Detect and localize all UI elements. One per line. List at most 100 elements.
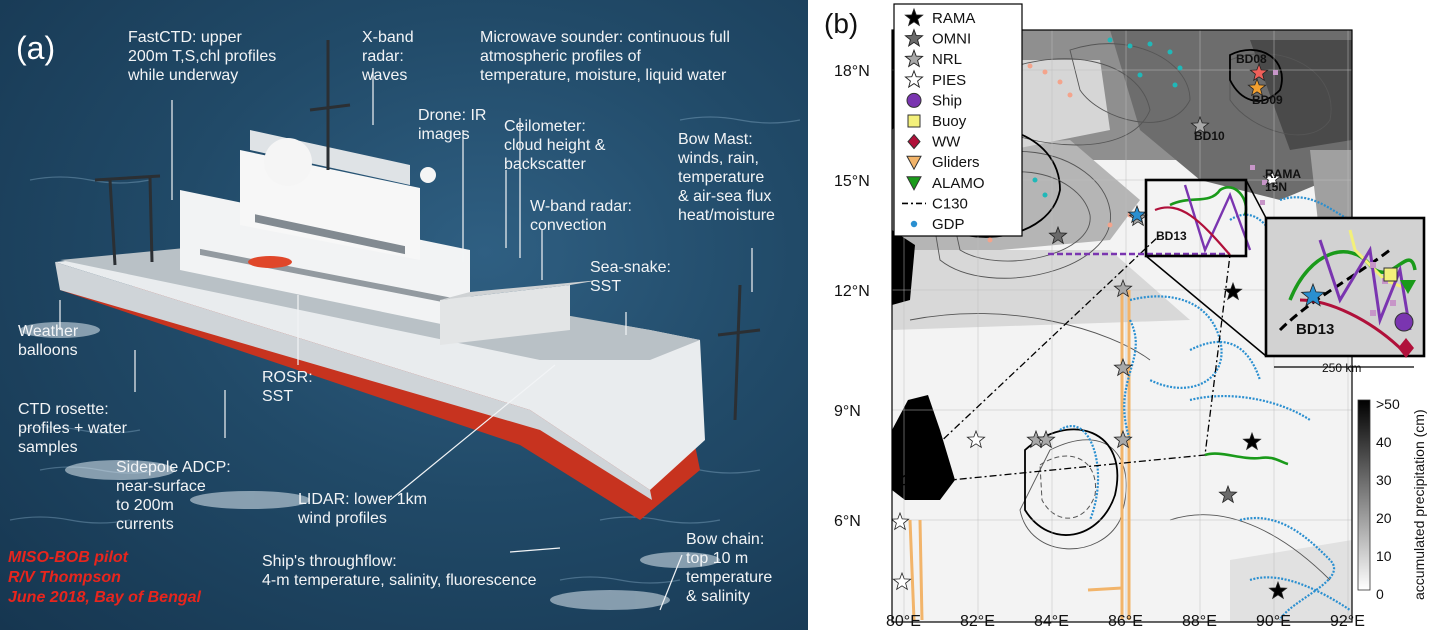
x-tick-label: 82°E — [960, 613, 995, 630]
legend-label: NRL — [932, 51, 962, 68]
colorbar-tick-label: 0 — [1376, 586, 1384, 602]
annotation-wband-radar: W-band radar: convection — [530, 198, 632, 234]
zoom-box — [1144, 178, 1248, 258]
annotation-lidar: LIDAR: lower 1km wind profiles — [298, 491, 427, 527]
x-tick-label: 86°E — [1108, 613, 1143, 630]
square-icon — [907, 114, 921, 128]
circle-icon — [906, 92, 922, 108]
diamond-icon — [907, 133, 921, 150]
annotation-drone: Drone: IR images — [418, 107, 487, 143]
annotation-ceilometer: Ceilometer: cloud height & backscatter — [504, 118, 606, 173]
annotation-fastctd: FastCTD: upper 200m T,S,chl profiles whi… — [128, 29, 277, 84]
site-label-bd08: BD08 — [1236, 52, 1267, 66]
annotation-bow-mast: Bow Mast: winds, rain, temperature & air… — [678, 131, 775, 224]
site-label-bd13: BD13 — [1156, 229, 1187, 243]
legend-label: WW — [932, 134, 961, 151]
annotation-sea-snake: Sea-snake: SST — [590, 259, 671, 295]
inset-label-bd13: BD13 — [1296, 321, 1334, 338]
mooring-star-icon — [1190, 115, 1210, 135]
x-tick-label: 90°E — [1256, 613, 1291, 630]
x-axis-ticks: 80°E 82°E 84°E 86°E 88°E 90°E 92°E — [886, 613, 1365, 630]
mooring-star-icon — [1223, 281, 1243, 301]
legend-label: RAMA — [932, 10, 975, 27]
site-label-rama15n: RAMA 15N — [1265, 167, 1304, 194]
mooring-star-icon — [1113, 278, 1133, 298]
legend-label: C130 — [932, 195, 968, 212]
triangle-down-icon — [906, 155, 922, 171]
colorbar-title: accumulated precipitation (cm) — [1411, 409, 1427, 600]
x-tick-label: 88°E — [1182, 613, 1217, 630]
ship-illustration — [9, 40, 801, 611]
mooring-star-icon — [1113, 357, 1133, 377]
alamo-tracks — [1169, 186, 1289, 466]
legend-label: Ship — [932, 92, 962, 109]
legend-item: ALAMO — [906, 175, 985, 192]
mooring-star-markers — [892, 62, 1288, 600]
y-axis-ticks: 18°N 15°N 12°N 9°N 6°N — [834, 63, 870, 530]
y-tick-label: 12°N — [834, 283, 870, 300]
mooring-star-icon — [1247, 77, 1267, 97]
y-tick-label: 6°N — [834, 513, 861, 530]
site-label-bd10: BD10 — [1194, 129, 1225, 143]
mooring-star-icon — [1113, 429, 1133, 449]
land-india-east-coast — [892, 230, 915, 305]
legend-item: PIES — [904, 69, 966, 89]
colorbar-tick-label: 10 — [1376, 548, 1392, 564]
x-tick-label: 92°E — [1330, 613, 1365, 630]
photo-caption: MISO-BOB pilot R/V Thompson June 2018, B… — [8, 548, 201, 608]
annotation-ship-throughflow: Ship's throughflow: 4-m temperature, sal… — [262, 553, 537, 589]
mooring-star-icon — [1242, 431, 1262, 451]
site-label-bd09: BD09 — [1252, 93, 1283, 107]
mooring-star-icon — [892, 511, 910, 531]
mooring-star-icon — [1048, 225, 1068, 245]
y-tick-label: 15°N — [834, 173, 870, 190]
legend: RAMA OMNI NRL PIES Ship Buoy WW Gliders ALAMO C13… — [893, 3, 1023, 237]
mooring-star-icon — [892, 571, 912, 591]
site-label-rama15n-line2: 15N — [1265, 180, 1287, 194]
colorbar — [1357, 399, 1371, 591]
legend-item: WW — [907, 133, 961, 151]
mooring-star-icon — [966, 429, 986, 449]
triangle-down-icon — [906, 176, 922, 191]
colorbar-tick-label: >50 — [1376, 396, 1400, 412]
inset-scale-label: 250 km — [1322, 361, 1361, 375]
legend-label: GDP — [932, 216, 965, 233]
annotation-sidepole-adcp: Sidepole ADCP: near-surface to 200m curr… — [116, 459, 231, 533]
legend-item: OMNI — [904, 28, 971, 48]
mooring-star-icon — [1249, 62, 1269, 82]
inset-star-icon — [1300, 282, 1326, 307]
star-icon — [904, 69, 924, 89]
teal-triangle-cluster — [1032, 37, 1183, 198]
mooring-star-icon — [1218, 484, 1238, 504]
colorbar-tick-label: 20 — [1376, 510, 1392, 526]
pink-square-cluster — [1250, 70, 1278, 205]
annotation-ctd-rosette: CTD rosette: profiles + water samples — [18, 401, 127, 456]
star-icon — [904, 28, 924, 47]
legend-label: Gliders — [932, 154, 980, 171]
legend-label: PIES — [932, 72, 966, 89]
bay-of-bengal-map: BD08 BD09 BD10 RAMA 15N BD13 — [834, 3, 1427, 630]
annotation-weather-balloons: Weather balloons — [18, 323, 79, 359]
legend-item: NRL — [904, 48, 962, 68]
legend-item: C130 — [902, 195, 968, 212]
panel-b-label: (b) — [824, 8, 859, 39]
legend-item: GDP — [910, 216, 965, 233]
legend-item: Ship — [906, 92, 962, 109]
site-label-rama15n-line1: RAMA — [1265, 167, 1301, 181]
mooring-star-icon — [1036, 429, 1056, 449]
inset-map: BD13 — [1264, 216, 1426, 358]
x-tick-label: 84°E — [1034, 613, 1069, 630]
glider-tracks — [908, 290, 1131, 621]
legend-item: RAMA — [904, 7, 975, 27]
mooring-star-icon — [1268, 580, 1288, 600]
caption-line-3: June 2018, Bay of Bengal — [8, 589, 201, 606]
map-panel: (b) — [810, 0, 1432, 630]
mooring-star-icon — [1127, 204, 1147, 224]
x-tick-label: 80°E — [886, 613, 921, 630]
y-tick-label: 18°N — [834, 63, 870, 80]
legend-label: Buoy — [932, 113, 967, 130]
caption-line-2: R/V Thompson — [8, 569, 121, 586]
caption-line-1: MISO-BOB pilot — [8, 549, 128, 566]
ww-tracks — [1154, 206, 1231, 256]
annotation-microwave-sounder: Microwave sounder: continuous full atmos… — [480, 29, 730, 84]
